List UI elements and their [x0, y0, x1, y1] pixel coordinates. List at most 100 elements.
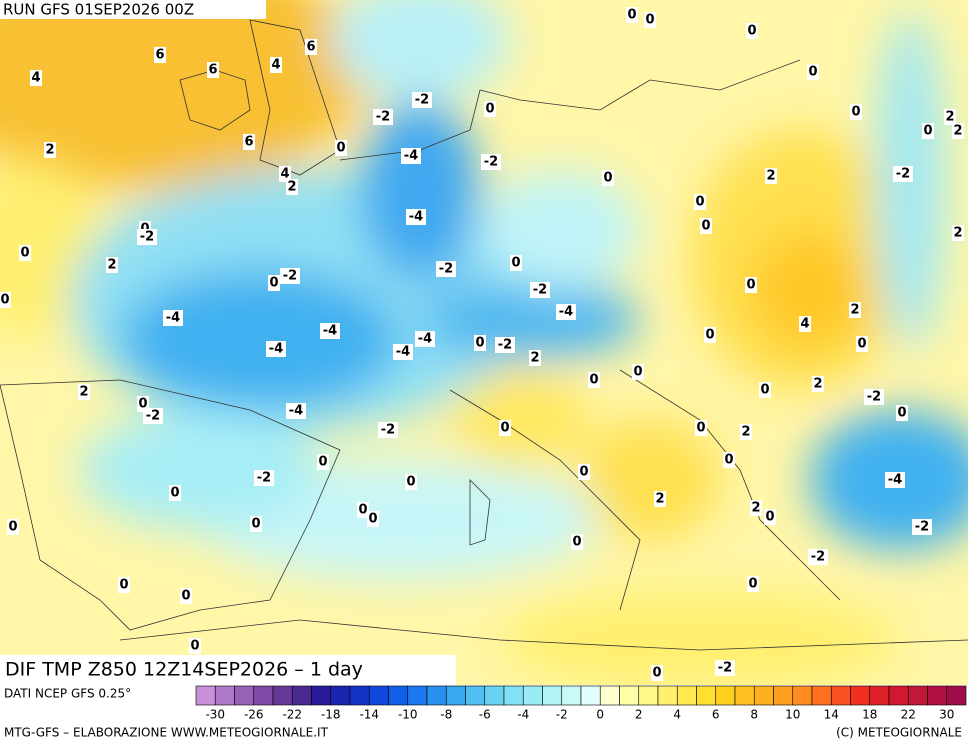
contour-label: -2: [376, 110, 390, 125]
contour-label: 2: [741, 425, 750, 440]
label-bg: [510, 255, 522, 271]
label-bg: [415, 331, 435, 347]
contour-label: -2: [896, 167, 910, 182]
label-bg: [759, 382, 771, 398]
label-bg: [651, 665, 663, 681]
label-bg: [700, 218, 712, 234]
label-bg: [530, 282, 550, 298]
contour-label: 0: [251, 517, 260, 532]
colorbar-swatch: [811, 685, 832, 706]
colorbar-swatch: [445, 685, 466, 706]
label-bg: [280, 268, 300, 284]
header-box: [0, 0, 266, 19]
colorbar-swatch: [773, 685, 794, 706]
label-bg: [405, 474, 417, 490]
colorbar-swatch: [715, 685, 736, 706]
label-bg: [367, 511, 379, 527]
colorbar-swatch: [619, 685, 640, 706]
colorbar-swatch: [638, 685, 659, 706]
label-bg: [137, 229, 157, 245]
contour-label: -2: [484, 155, 498, 170]
colorbar-label: -18: [321, 708, 341, 722]
label-bg: [335, 140, 347, 156]
colorbar-swatch: [330, 685, 351, 706]
contour-label: 0: [897, 406, 906, 421]
label-bg: [632, 364, 644, 380]
contour-label: 4: [271, 58, 280, 73]
colorbar-label: -30: [205, 708, 225, 722]
contour-label: -2: [140, 230, 154, 245]
label-bg: [317, 454, 329, 470]
colorbar-label: 4: [673, 708, 681, 722]
colorbar: -30 -26 -22 -18 -14 -10 -8 -6 -4 -2 0 2 4 6 8 10 14 18 22 3…: [195, 685, 967, 722]
contour-label: 0: [746, 278, 755, 293]
contour-label: 6: [244, 135, 253, 150]
label-bg: [571, 534, 583, 550]
label-bg: [268, 275, 280, 291]
colorbar-swatch: [888, 685, 909, 706]
colorbar-label: -10: [398, 708, 418, 722]
contour-label: 0: [652, 666, 661, 681]
label-bg: [412, 92, 432, 108]
label-bg: [266, 341, 286, 357]
label-bg: [143, 408, 163, 424]
label-bg: [893, 166, 913, 182]
contour-label: 0: [627, 8, 636, 23]
contour-label: 0: [695, 195, 704, 210]
label-bg: [357, 502, 369, 518]
label-bg: [747, 576, 759, 592]
label-bg: [180, 588, 192, 604]
label-bg: [118, 577, 130, 593]
label-bg: [44, 142, 56, 158]
label-bg: [474, 335, 486, 351]
contour-label: 0: [705, 328, 714, 343]
map-field: 000666440-2-200202260-4-24202-20-40-2020…: [0, 0, 968, 685]
label-bg: [19, 245, 31, 261]
colorbar-swatch: [792, 685, 813, 706]
label-bg: [373, 109, 393, 125]
colorbar-label: 6: [712, 708, 720, 722]
label-bg: [626, 7, 638, 23]
label-bg: [765, 168, 777, 184]
contour-label: 0: [368, 512, 377, 527]
contour-label: 2: [953, 226, 962, 241]
title-box: [0, 655, 456, 685]
colorbar-swatch: [696, 685, 717, 706]
contour-label: -2: [718, 661, 732, 676]
contour-label: -4: [323, 324, 337, 339]
label-bg: [254, 470, 274, 486]
contour-label: 0: [747, 24, 756, 39]
colorbar-label: 18: [862, 708, 877, 722]
contour-label: -2: [415, 93, 429, 108]
label-bg: [885, 472, 905, 488]
colorbar-label: 10: [785, 708, 800, 722]
colorbar-swatch: [465, 685, 486, 706]
label-bg: [163, 310, 183, 326]
contour-label: 0: [923, 124, 932, 139]
label-bg: [286, 179, 298, 195]
contour-label: 0: [645, 13, 654, 28]
colorbar-swatch: [407, 685, 428, 706]
label-bg: [305, 39, 317, 55]
contour-label: 2: [850, 303, 859, 318]
colorbar-swatch: [907, 685, 928, 706]
contour-label: -4: [289, 404, 303, 419]
label-bg: [896, 405, 908, 421]
label-bg: [0, 292, 11, 308]
contour-label: -2: [439, 262, 453, 277]
label-bg: [856, 336, 868, 352]
contour-label: 2: [45, 143, 54, 158]
contour-label: -2: [283, 269, 297, 284]
label-bg: [78, 384, 90, 400]
colorbar-label: -8: [440, 708, 452, 722]
colorbar-label: -4: [517, 708, 529, 722]
label-bg: [286, 403, 306, 419]
colorbar-swatch: [830, 685, 851, 706]
contour-label: 0: [589, 373, 598, 388]
contour-label: 2: [530, 351, 539, 366]
contour-label: -2: [381, 423, 395, 438]
label-bg: [499, 420, 511, 436]
contour-label: -4: [166, 311, 180, 326]
label-bg: [495, 337, 515, 353]
